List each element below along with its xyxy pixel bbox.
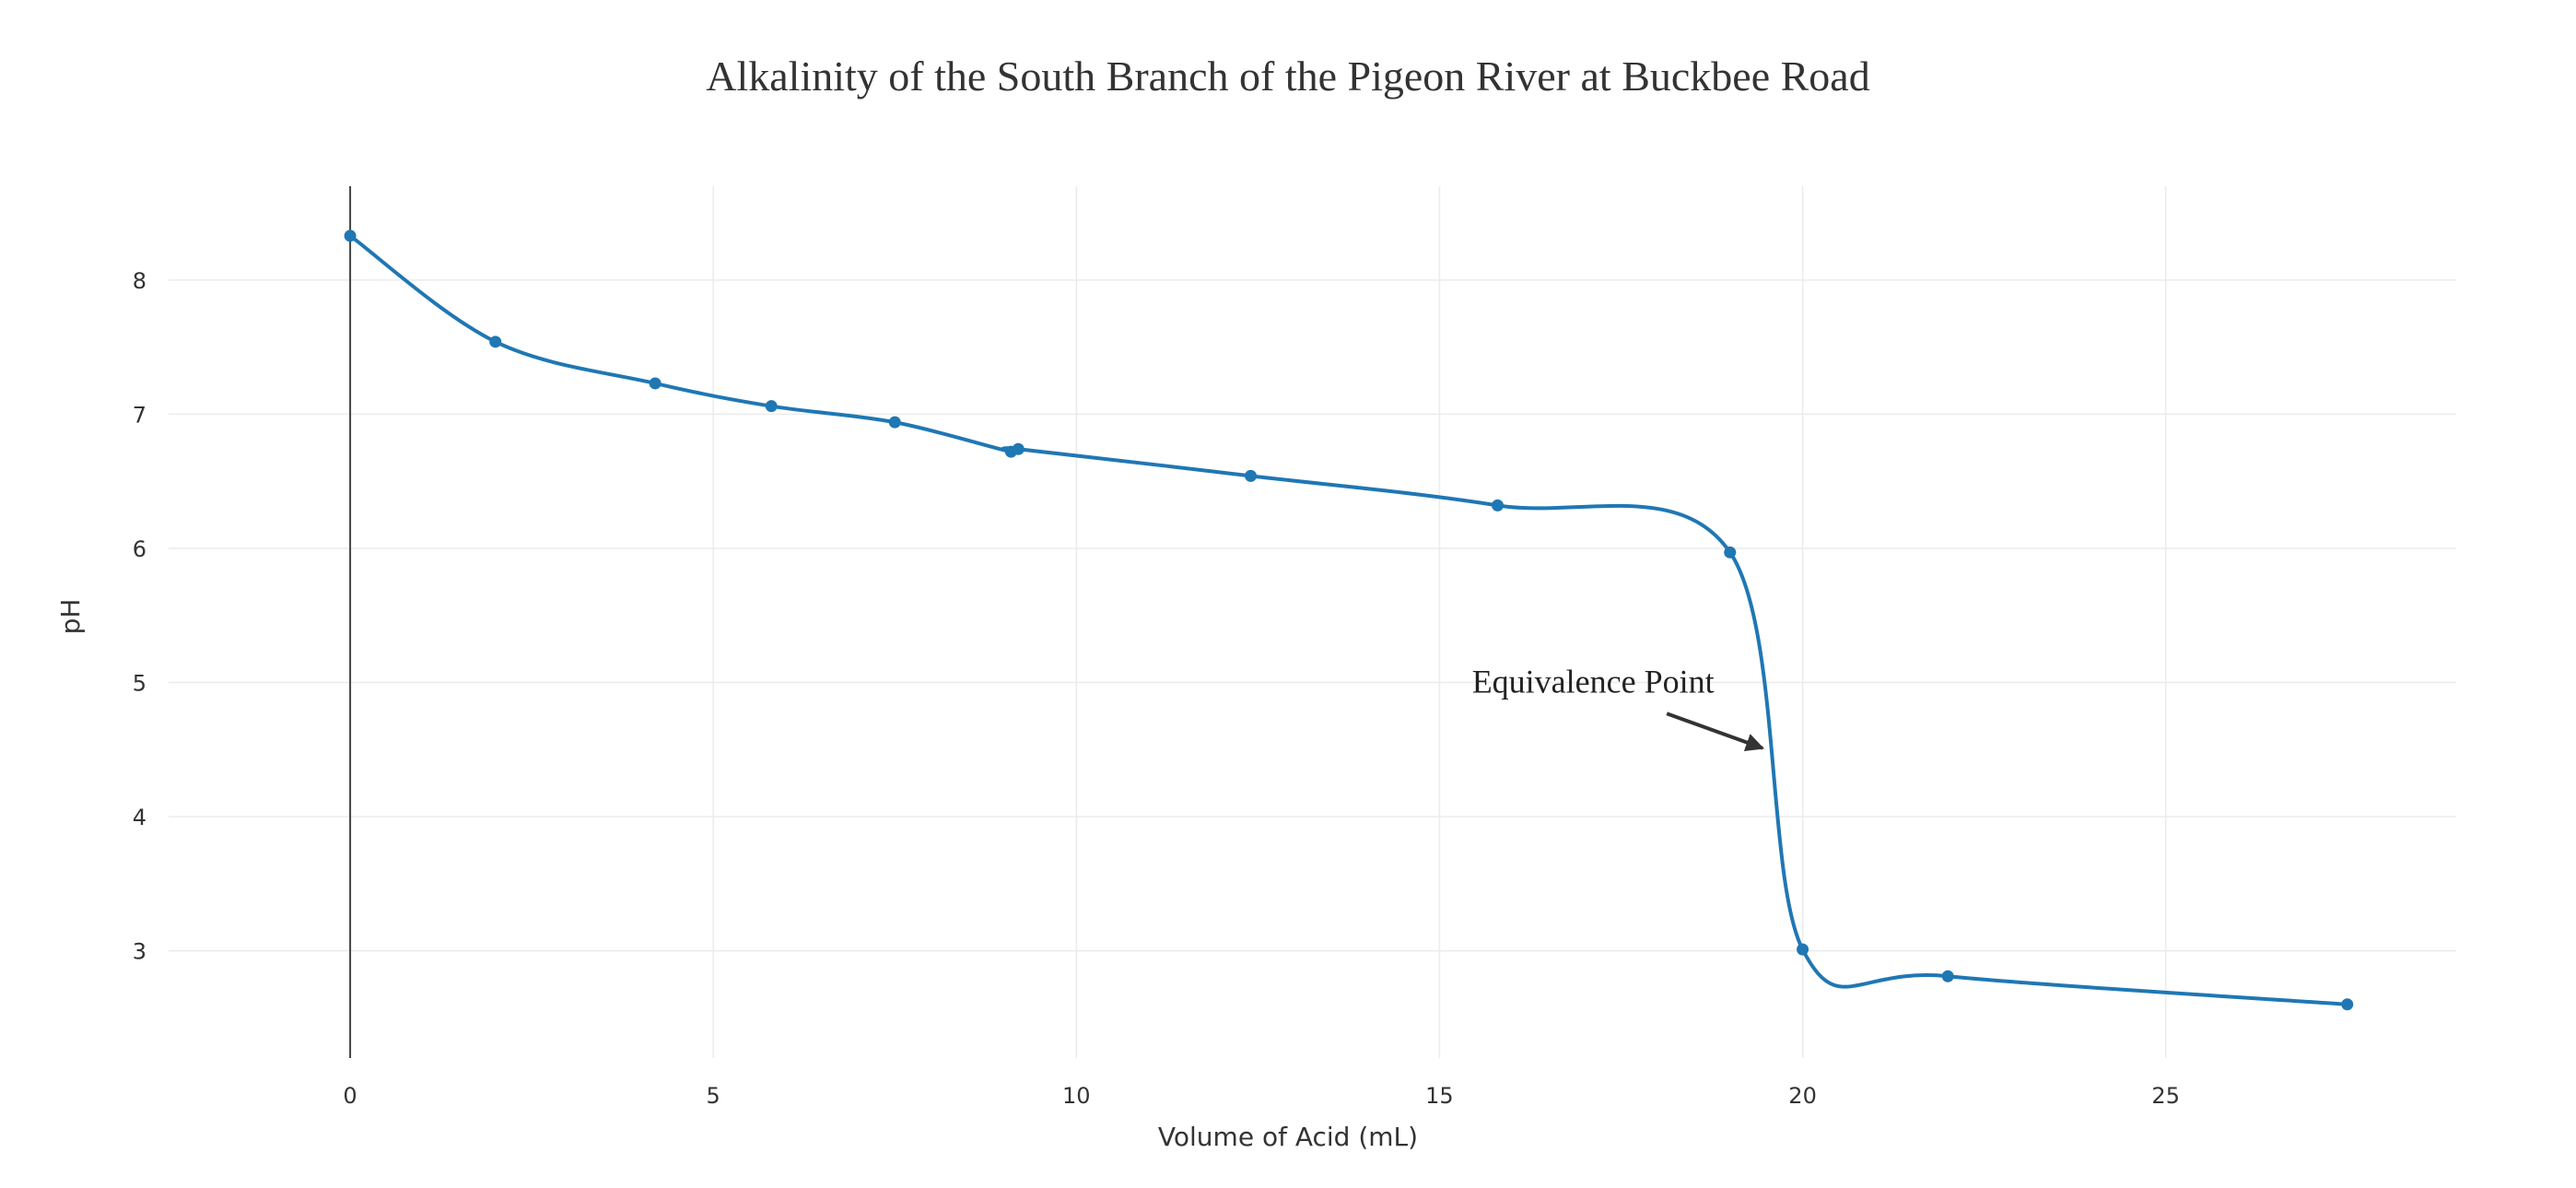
data-point-2 [649, 377, 662, 390]
x-tick-label: 20 [1788, 1083, 1817, 1109]
data-point-8 [1492, 499, 1505, 512]
tick-labels: 0 5 10 15 20 25 3 4 5 6 7 8 [133, 268, 2180, 1109]
data-point-10 [1797, 943, 1809, 956]
gridlines [169, 186, 2456, 1058]
data-point-1 [489, 335, 502, 348]
x-tick-label: 25 [2151, 1083, 2180, 1109]
y-tick-label: 3 [133, 939, 146, 965]
data-point-3 [765, 400, 778, 413]
y-tick-label: 5 [133, 670, 146, 696]
x-tick-label: 0 [343, 1083, 357, 1109]
y-tick-label: 8 [133, 268, 146, 294]
x-tick-label: 10 [1062, 1083, 1091, 1109]
series-line-0 [348, 234, 2348, 1006]
data-point-0 [344, 229, 357, 242]
y-tick-label: 7 [133, 402, 146, 428]
x-tick-label: 5 [707, 1083, 720, 1109]
data-point-6 [1012, 442, 1025, 455]
chart-title: Alkalinity of the South Branch of the Pi… [706, 53, 1869, 100]
data-point-9 [1724, 546, 1737, 559]
annotation-layer: Equivalence Point [1472, 663, 1765, 752]
series-layer [344, 229, 2354, 1011]
data-point-4 [888, 416, 901, 429]
data-point-7 [1244, 469, 1257, 482]
annotation-arrow [1666, 712, 1765, 752]
data-point-11 [1941, 970, 1954, 982]
y-tick-label: 6 [133, 536, 146, 562]
annotation-label: Equivalence Point [1472, 663, 1715, 700]
data-point-12 [2341, 998, 2354, 1011]
y-axis-title: pH [55, 599, 86, 635]
x-axis-title: Volume of Acid (mL) [1158, 1122, 1418, 1152]
x-tick-label: 15 [1425, 1083, 1454, 1109]
y-tick-label: 4 [133, 805, 146, 830]
